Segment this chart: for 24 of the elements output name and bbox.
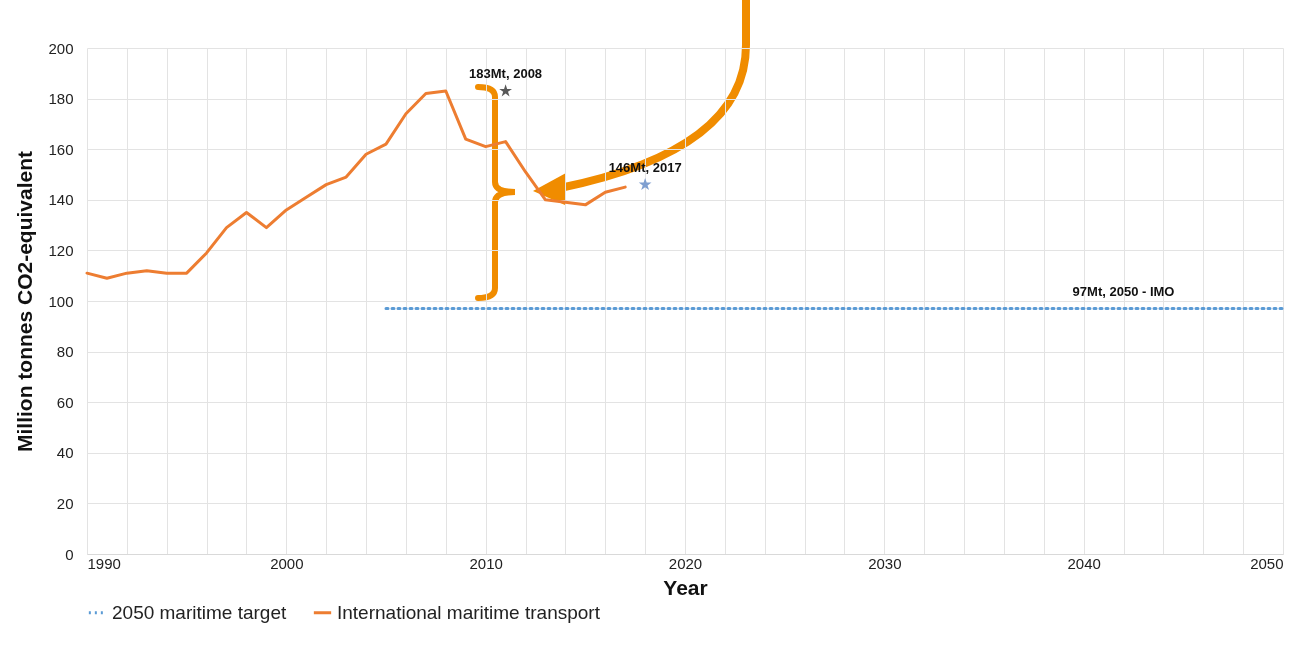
y-tick-label: 140 — [48, 191, 74, 209]
x-tick-label: 2000 — [270, 554, 304, 572]
y-tick-label: 80 — [56, 343, 74, 361]
x-tick-label: 1990 — [87, 554, 121, 572]
y-tick-label: 0 — [65, 545, 74, 563]
x-tick-label: 2010 — [469, 554, 503, 572]
x-tick-label: 2030 — [868, 554, 902, 572]
legend-label: 2050 maritime target — [112, 601, 287, 623]
y-tick-label: 160 — [48, 140, 74, 158]
y-tick-label: 180 — [48, 90, 74, 108]
y-tick-label: 20 — [56, 494, 74, 512]
legend-label: International maritime transport — [337, 601, 601, 623]
y-tick-label: 100 — [48, 292, 74, 310]
x-tick-label: 2020 — [668, 554, 703, 572]
y-tick-label: 120 — [48, 241, 74, 259]
x-tick-label: 2040 — [1067, 554, 1101, 572]
y-tick-label: 40 — [56, 444, 74, 462]
annotation: 183Mt, 2008 — [469, 66, 543, 82]
x-tick-label: 2050 — [1250, 554, 1284, 572]
y-axis-title: Million tonnes CO2-equivalent — [13, 150, 37, 453]
y-tick-label: 200 — [48, 39, 74, 57]
y-tick-label: 60 — [56, 393, 74, 411]
annotation: 97Mt, 2050 - IMO — [1072, 283, 1175, 299]
x-axis-title: Year — [663, 575, 708, 599]
